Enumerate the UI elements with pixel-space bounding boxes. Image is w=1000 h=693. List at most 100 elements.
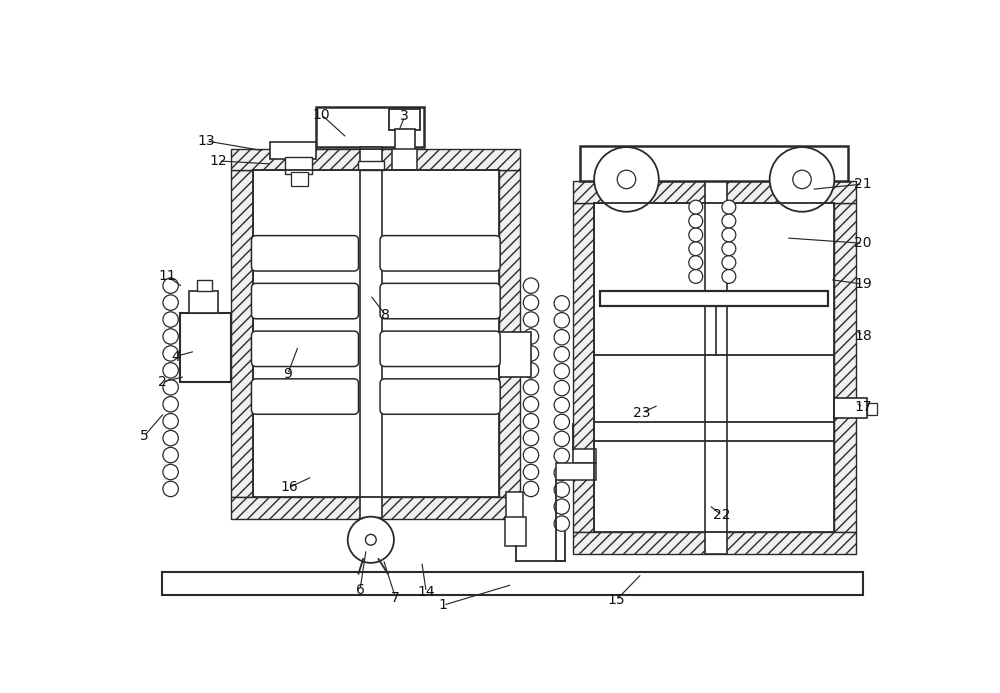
Circle shape: [523, 295, 539, 310]
Circle shape: [722, 270, 736, 283]
FancyBboxPatch shape: [380, 331, 500, 367]
Bar: [231, 498, 520, 519]
Bar: [580, 146, 848, 181]
Circle shape: [523, 481, 539, 497]
Text: 10: 10: [313, 107, 330, 122]
Bar: [573, 181, 856, 202]
Circle shape: [163, 312, 178, 327]
Text: 21: 21: [854, 177, 872, 191]
Circle shape: [163, 278, 178, 293]
Bar: [392, 148, 417, 170]
FancyBboxPatch shape: [380, 379, 500, 414]
Circle shape: [554, 414, 569, 430]
Circle shape: [689, 228, 703, 242]
Circle shape: [163, 414, 178, 429]
Bar: [506, 492, 523, 519]
Bar: [360, 147, 382, 148]
Text: 7: 7: [391, 590, 400, 604]
Circle shape: [689, 214, 703, 228]
Circle shape: [689, 242, 703, 256]
Text: 8: 8: [381, 308, 390, 322]
Text: 19: 19: [854, 277, 872, 291]
Bar: [189, 291, 218, 313]
Circle shape: [163, 396, 178, 412]
Bar: [180, 313, 231, 382]
Circle shape: [689, 270, 703, 283]
Circle shape: [594, 147, 659, 212]
Circle shape: [554, 363, 569, 379]
Bar: [505, 517, 526, 546]
Text: 18: 18: [854, 328, 872, 343]
Circle shape: [348, 517, 394, 563]
Text: 1: 1: [439, 598, 448, 612]
FancyBboxPatch shape: [380, 283, 500, 319]
Circle shape: [689, 256, 703, 270]
Bar: [389, 109, 420, 130]
Circle shape: [770, 147, 834, 212]
Text: 17: 17: [854, 401, 872, 414]
Bar: [834, 202, 856, 532]
Bar: [270, 141, 316, 159]
Circle shape: [163, 464, 178, 480]
Circle shape: [554, 499, 569, 514]
Circle shape: [365, 534, 376, 545]
Bar: [556, 463, 596, 480]
Circle shape: [163, 346, 178, 361]
Text: 15: 15: [608, 593, 625, 607]
Bar: [573, 532, 856, 554]
Circle shape: [722, 228, 736, 242]
Circle shape: [163, 328, 178, 344]
Text: 12: 12: [210, 154, 227, 168]
Bar: [600, 291, 828, 306]
Bar: [573, 202, 594, 532]
Bar: [395, 130, 415, 168]
Bar: [360, 148, 382, 519]
Bar: [253, 170, 499, 498]
Circle shape: [163, 380, 178, 395]
Text: 22: 22: [713, 508, 731, 522]
Bar: [834, 398, 867, 418]
FancyBboxPatch shape: [251, 379, 358, 414]
Bar: [197, 279, 212, 291]
Circle shape: [163, 481, 178, 497]
Circle shape: [523, 464, 539, 480]
Circle shape: [722, 200, 736, 214]
Bar: [358, 161, 384, 170]
Text: 6: 6: [356, 583, 364, 597]
Circle shape: [523, 312, 539, 327]
Circle shape: [554, 397, 569, 413]
Circle shape: [523, 396, 539, 412]
Bar: [499, 170, 520, 498]
Circle shape: [722, 242, 736, 256]
Bar: [573, 449, 596, 463]
Text: 13: 13: [197, 134, 215, 148]
Circle shape: [689, 200, 703, 214]
Circle shape: [722, 256, 736, 270]
Text: 4: 4: [171, 349, 180, 364]
Circle shape: [554, 346, 569, 362]
Bar: [162, 572, 863, 595]
Bar: [867, 403, 877, 415]
Bar: [705, 181, 727, 554]
Circle shape: [554, 482, 569, 498]
Circle shape: [793, 170, 811, 188]
Bar: [231, 170, 253, 498]
Circle shape: [554, 313, 569, 328]
Bar: [316, 107, 424, 147]
Text: 11: 11: [159, 270, 176, 283]
FancyBboxPatch shape: [380, 236, 500, 271]
Text: 2: 2: [158, 375, 167, 389]
Circle shape: [523, 346, 539, 361]
Text: 9: 9: [283, 367, 292, 381]
Circle shape: [554, 465, 569, 480]
Bar: [594, 422, 834, 441]
Circle shape: [554, 431, 569, 446]
Circle shape: [163, 448, 178, 463]
Circle shape: [523, 414, 539, 429]
Circle shape: [554, 296, 569, 311]
Circle shape: [523, 278, 539, 293]
FancyBboxPatch shape: [251, 283, 358, 319]
Circle shape: [523, 430, 539, 446]
Circle shape: [523, 328, 539, 344]
Text: 3: 3: [400, 109, 409, 123]
